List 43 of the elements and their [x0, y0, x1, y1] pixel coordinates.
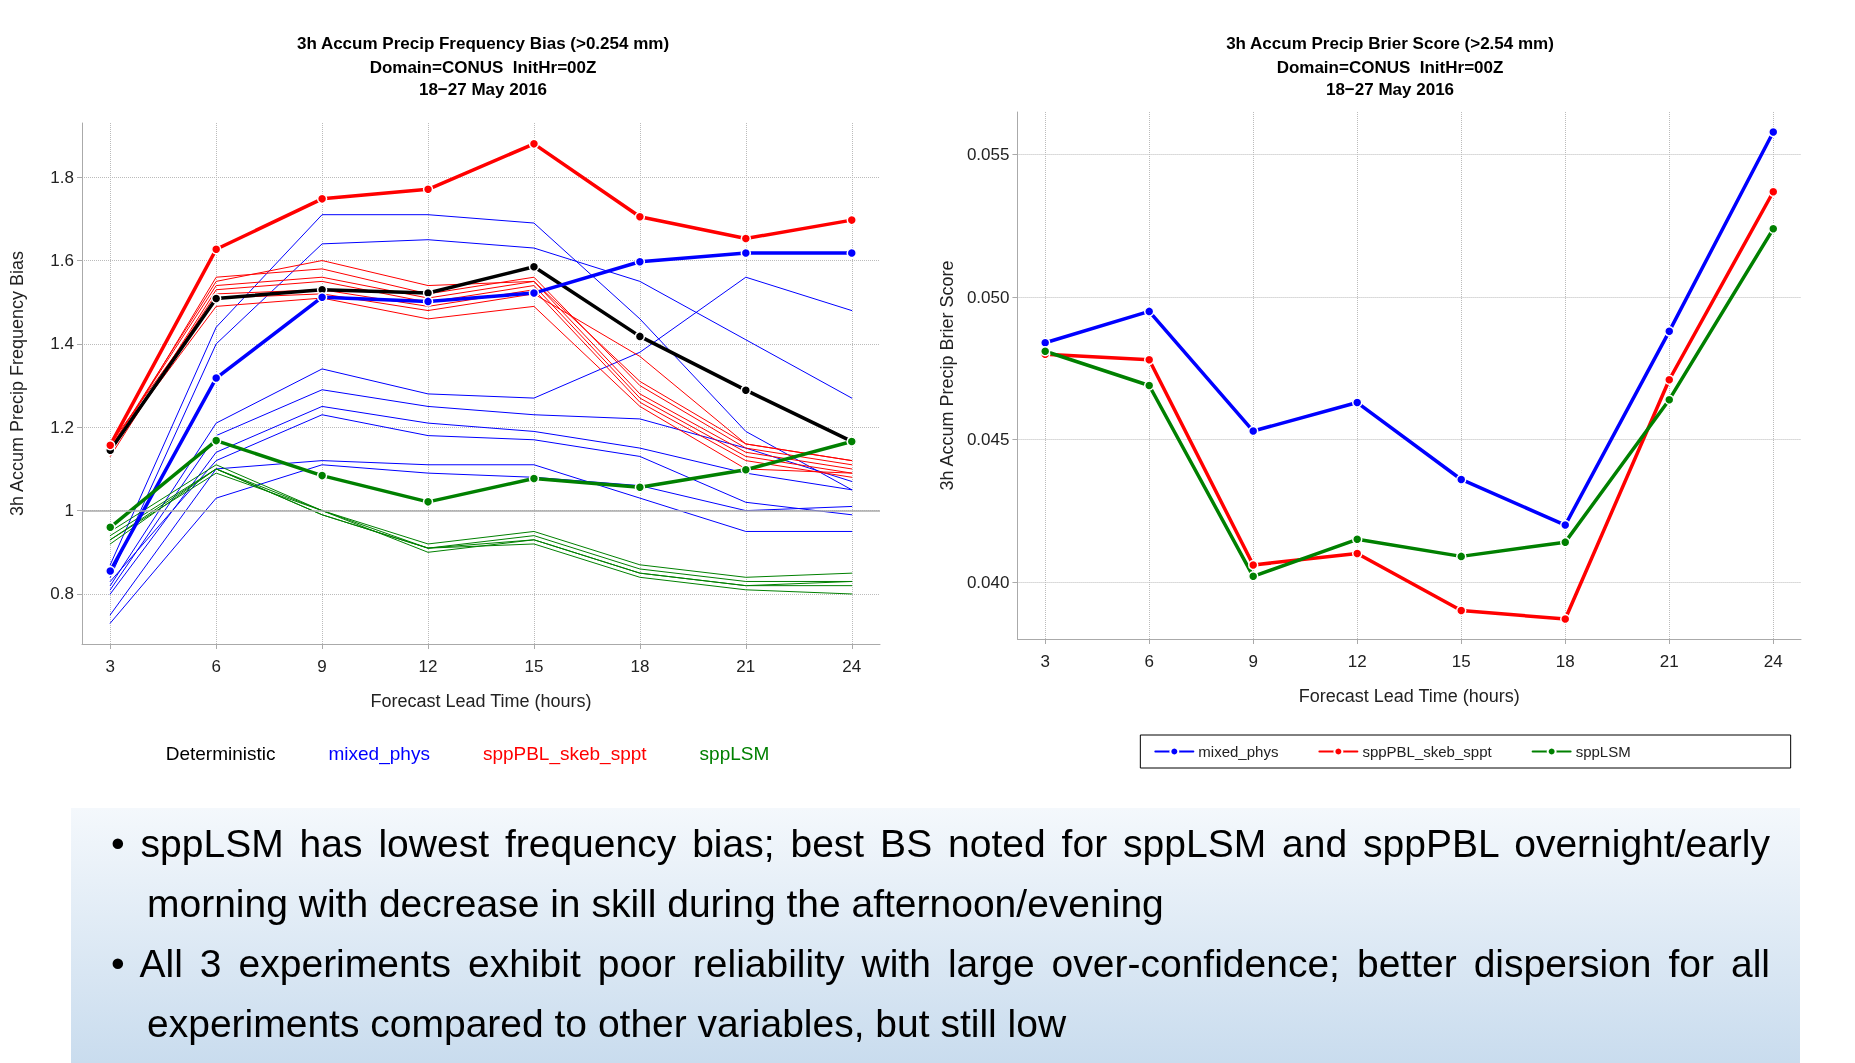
text: mixed_phys	[328, 743, 430, 765]
x-tick-label: 9	[317, 657, 327, 676]
y-tick-label: 1	[64, 501, 74, 521]
x-tick-label: 3	[1040, 652, 1050, 671]
y-axis-title: 3h Accum Precip Brier Score	[937, 260, 957, 491]
text: • sppLSM has lowest frequency bias; best BS noted for sppLSM and sppPBL overnight/early morning with decrease in skill during the afternoon/evening	[111, 821, 1770, 927]
x-tick-label: 15	[1451, 652, 1471, 671]
x-tick-label: 21	[1659, 652, 1679, 671]
legend-label: mixed_phys	[1198, 743, 1279, 760]
chart-subtitle: Domain=CONUS InitHr=00Z 18−27 May 2016	[369, 57, 597, 99]
x-tick-label: 24	[842, 657, 862, 676]
x-tick-label: 3	[105, 657, 115, 676]
y-tick-label: 0.055	[966, 145, 1010, 165]
y-tick-label: 1.2	[50, 417, 74, 437]
y-tick-label: 0.050	[966, 287, 1010, 307]
x-tick-label: 15	[524, 657, 544, 676]
x-axis-title: Forecast Lead Time (hours)	[370, 691, 592, 711]
x-tick-label: 9	[1248, 652, 1258, 671]
y-tick-label: 0.045	[966, 430, 1010, 450]
y-axis-title: 3h Accum Precip Frequency Bias	[7, 250, 27, 517]
text: Deterministic	[165, 743, 276, 764]
x-axis-title: Forecast Lead Time (hours)	[1298, 686, 1520, 706]
text: sppLSM	[699, 743, 770, 764]
x-tick-label: 12	[1347, 652, 1367, 671]
x-tick-label: 24	[1763, 652, 1783, 671]
chart-subtitle: Domain=CONUS InitHr=00Z 18−27 May 2016	[1276, 57, 1504, 99]
legend-label: sppPBL_skeb_sppt	[1362, 743, 1493, 760]
x-tick-label: 18	[630, 657, 650, 676]
x-tick-label: 12	[418, 657, 438, 676]
x-tick-label: 6	[1144, 652, 1154, 671]
y-tick-label: 0.8	[50, 584, 74, 604]
chart-title: 3h Accum Precip Brier Score (>2.54 mm)	[1226, 34, 1554, 53]
x-tick-label: 18	[1555, 652, 1575, 671]
text: • All 3 experiments exhibit poor reliability with large over-confidence; better dispersion for all experiments compared to other variables, but still low	[111, 941, 1770, 1047]
x-tick-label: 21	[736, 657, 756, 676]
chart-title: 3h Accum Precip Frequency Bias (>0.254 mm)	[296, 34, 670, 53]
y-tick-label: 1.4	[50, 334, 74, 354]
x-tick-label: 6	[211, 657, 221, 676]
y-tick-label: 0.040	[966, 572, 1010, 592]
y-tick-label: 1.6	[50, 251, 74, 271]
y-tick-label: 1.8	[50, 167, 74, 187]
legend-label: sppLSM	[1575, 743, 1631, 760]
text: sppPBL_skeb_sppt	[482, 743, 648, 765]
